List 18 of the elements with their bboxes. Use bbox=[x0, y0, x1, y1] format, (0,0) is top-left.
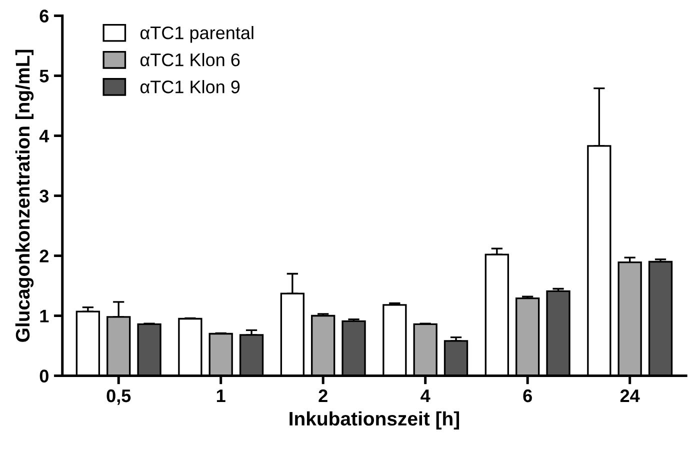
y-tick-label: 4 bbox=[39, 130, 50, 142]
legend-label: αTC1 Klon 6 bbox=[140, 53, 240, 66]
y-tick-label: 2 bbox=[40, 250, 48, 262]
y-axis-title: Glucagonkonzentration [ng/mL] bbox=[15, 50, 34, 342]
y-tick-label: 1 bbox=[40, 310, 49, 322]
x-tick-label: 2 bbox=[318, 389, 328, 402]
y-tick-label: 3 bbox=[40, 190, 49, 202]
y-tick-label: 5 bbox=[40, 70, 49, 82]
x-tick-label: 24 bbox=[620, 389, 640, 402]
legend-label: αTC1 parental bbox=[140, 26, 254, 43]
y-tick-label: 6 bbox=[40, 10, 49, 22]
x-tick-label: 1 bbox=[216, 390, 226, 402]
x-tick-label: 6 bbox=[523, 389, 532, 402]
x-tick-label: 0,5 bbox=[106, 389, 131, 405]
legend-label: αTC1 Klon 9 bbox=[140, 80, 240, 94]
x-tick-label: 4 bbox=[420, 390, 430, 402]
y-tick-label: 0 bbox=[40, 370, 48, 382]
x-axis-title: Inkubationszeit [h] bbox=[290, 411, 460, 430]
